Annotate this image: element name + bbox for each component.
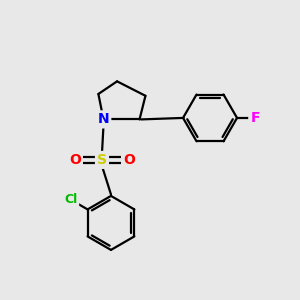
Text: S: S — [97, 153, 107, 167]
Text: N: N — [98, 112, 109, 126]
Text: O: O — [123, 153, 135, 167]
Text: Cl: Cl — [64, 193, 77, 206]
Text: O: O — [69, 153, 81, 167]
Text: F: F — [250, 111, 260, 125]
